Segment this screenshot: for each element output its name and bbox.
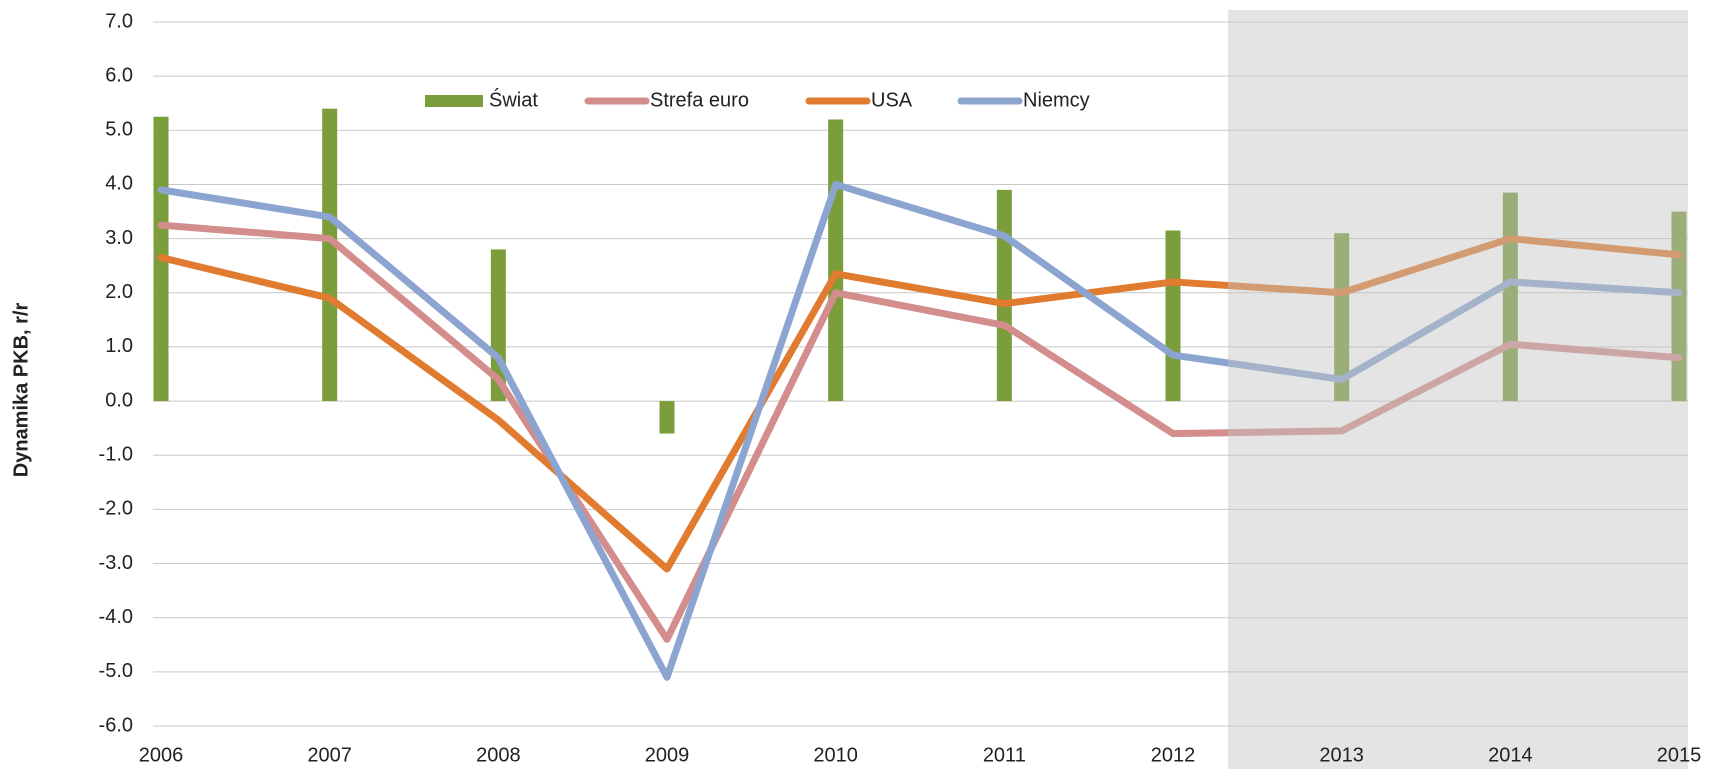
bar	[828, 119, 844, 402]
y-axis-label: Dynamika PKB, r/r	[10, 303, 32, 478]
y-tick-label: -2.0	[99, 498, 133, 520]
y-tick-label: 3.0	[105, 227, 133, 249]
y-tick-label: -5.0	[99, 660, 133, 682]
legend-label: Strefa euro	[650, 89, 749, 111]
y-tick-label: 2.0	[105, 281, 133, 303]
x-tick-label: 2013	[1319, 744, 1364, 766]
line-series	[157, 221, 1683, 643]
x-tick-label: 2008	[476, 744, 521, 766]
bar	[996, 189, 1012, 402]
x-tick-label: 2014	[1488, 744, 1533, 766]
y-tick-label: 5.0	[105, 119, 133, 141]
y-tick-label: 4.0	[105, 173, 133, 195]
x-tick-label: 2015	[1657, 744, 1702, 766]
x-tick-label: 2006	[139, 744, 184, 766]
legend-label: Świat	[489, 87, 538, 111]
y-tick-label: -4.0	[99, 606, 133, 628]
bar	[659, 401, 675, 434]
bar	[322, 108, 338, 402]
x-tick-label: 2009	[645, 744, 690, 766]
line-series	[157, 235, 1683, 573]
y-tick-label: 7.0	[105, 10, 133, 32]
bar	[1671, 211, 1687, 402]
y-tick-label: 1.0	[105, 335, 133, 357]
forecast-shade	[1228, 10, 1688, 769]
y-tick-label: 0.0	[105, 389, 133, 411]
legend-label: Niemcy	[1023, 89, 1090, 111]
line-series	[157, 180, 1683, 681]
x-tick-label: 2010	[813, 744, 858, 766]
y-tick-label: -6.0	[99, 714, 133, 736]
bar	[1165, 230, 1181, 402]
bar	[1334, 233, 1350, 402]
y-tick-label: -3.0	[99, 552, 133, 574]
x-tick-label: 2007	[307, 744, 352, 766]
legend-swatch	[425, 95, 483, 107]
x-tick-label: 2011	[983, 744, 1026, 766]
x-tick-label: 2012	[1151, 744, 1196, 766]
legend-label: USA	[871, 89, 913, 111]
y-tick-label: 6.0	[105, 64, 133, 86]
y-tick-label: -1.0	[99, 444, 133, 466]
